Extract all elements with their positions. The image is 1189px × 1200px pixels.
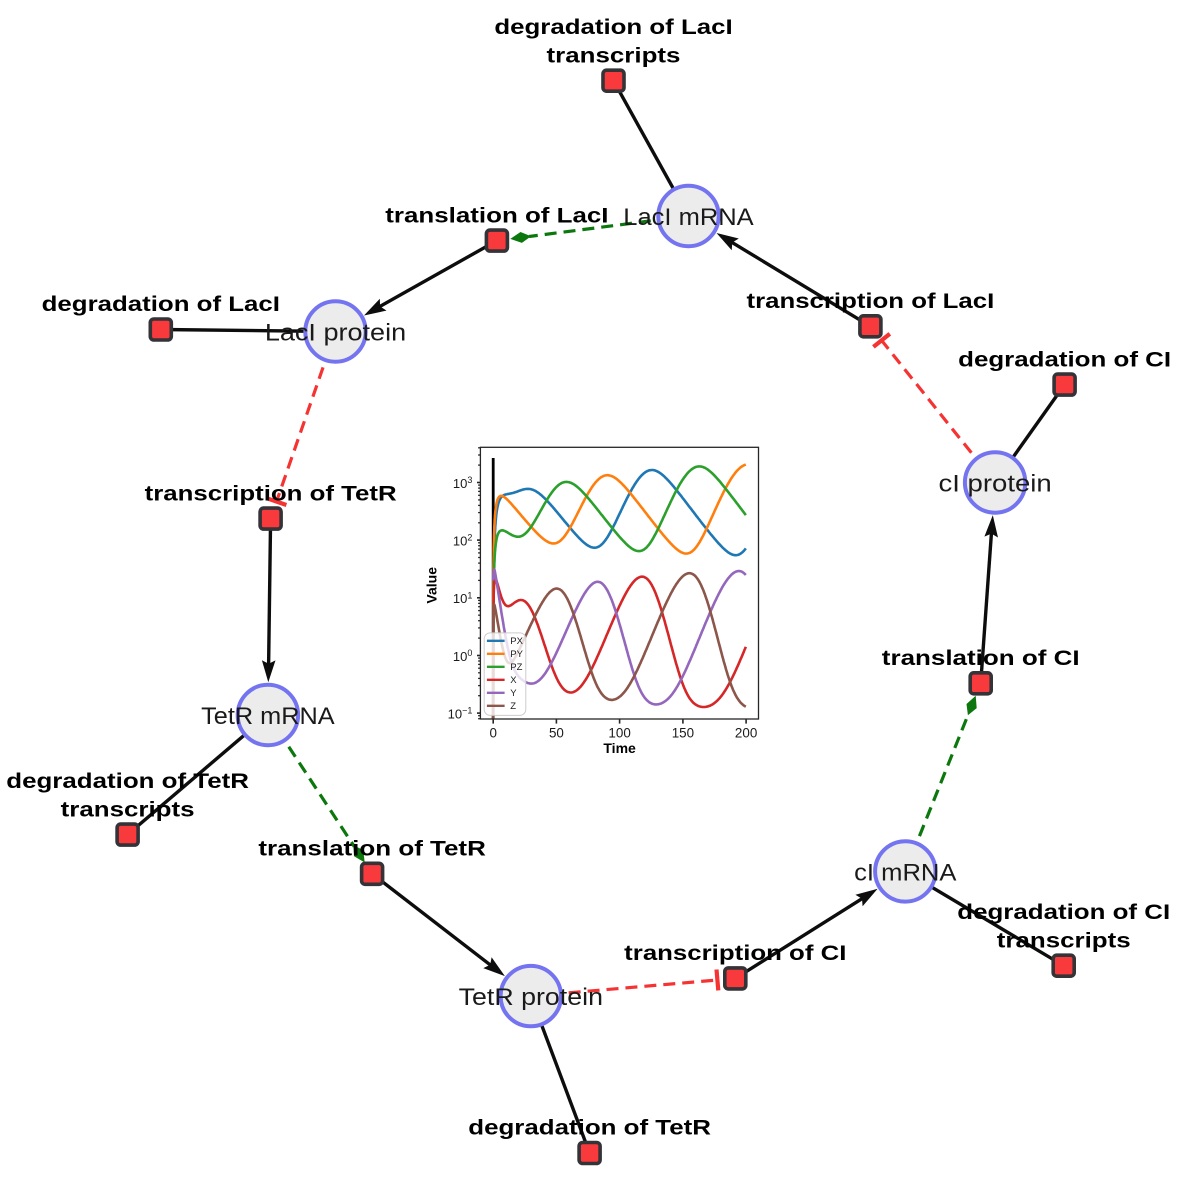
svg-text:50: 50 <box>549 726 564 741</box>
svg-text:Y: Y <box>510 688 517 699</box>
svg-text:150: 150 <box>672 726 694 741</box>
svg-text:Z: Z <box>510 701 516 712</box>
svg-text:transcripts: transcripts <box>997 927 1131 952</box>
svg-text:PX: PX <box>510 636 523 647</box>
svg-text:translation of CI: translation of CI <box>882 645 1080 670</box>
svg-text:transcripts: transcripts <box>547 42 681 67</box>
svg-text:103: 103 <box>453 475 472 491</box>
svg-text:cI mRNA: cI mRNA <box>854 859 956 886</box>
svg-text:degradation of CI: degradation of CI <box>958 346 1171 371</box>
svg-text:translation of LacI: translation of LacI <box>385 202 608 227</box>
svg-text:200: 200 <box>735 726 757 741</box>
svg-text:TetR protein: TetR protein <box>459 984 603 1011</box>
svg-text:translation of TetR: translation of TetR <box>258 836 486 861</box>
svg-text:degradation of TetR: degradation of TetR <box>468 1115 711 1140</box>
svg-text:transcription of CI: transcription of CI <box>624 940 846 965</box>
svg-text:transcription of LacI: transcription of LacI <box>747 288 995 313</box>
svg-text:Value: Value <box>424 567 440 604</box>
svg-text:100: 100 <box>453 648 472 664</box>
svg-text:cI protein: cI protein <box>939 471 1052 498</box>
svg-text:PZ: PZ <box>510 662 522 673</box>
svg-text:Time: Time <box>603 740 636 756</box>
svg-text:degradation of LacI: degradation of LacI <box>42 291 280 316</box>
svg-text:X: X <box>510 675 517 686</box>
svg-text:TetR mRNA: TetR mRNA <box>201 703 335 730</box>
svg-text:100: 100 <box>608 726 630 741</box>
svg-text:degradation of LacI: degradation of LacI <box>494 14 732 39</box>
svg-text:102: 102 <box>453 533 472 549</box>
svg-text:transcription of TetR: transcription of TetR <box>145 480 397 505</box>
svg-text:LacI mRNA: LacI mRNA <box>623 204 753 231</box>
svg-text:transcripts: transcripts <box>61 796 195 821</box>
svg-text:LacI protein: LacI protein <box>265 320 406 347</box>
svg-text:degradation of CI: degradation of CI <box>957 899 1170 924</box>
svg-text:101: 101 <box>453 590 472 606</box>
svg-text:10−1: 10−1 <box>448 706 473 722</box>
svg-text:PY: PY <box>510 649 523 660</box>
svg-text:0: 0 <box>489 726 496 741</box>
svg-text:degradation of TetR: degradation of TetR <box>6 768 249 793</box>
